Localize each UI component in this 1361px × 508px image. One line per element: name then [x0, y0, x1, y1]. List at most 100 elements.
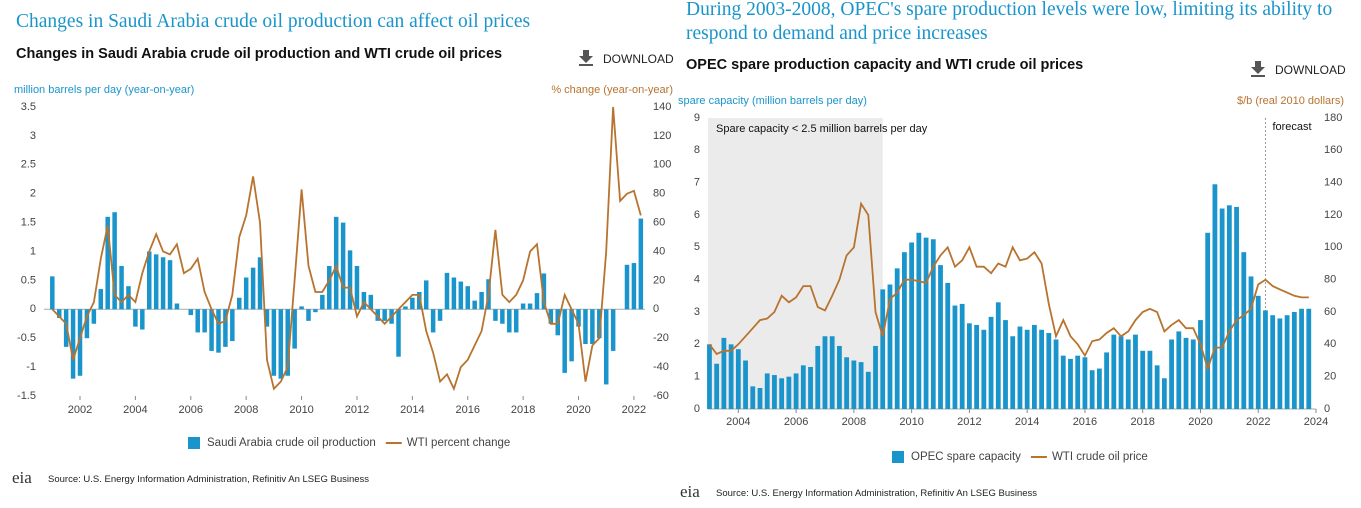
headline: Changes in Saudi Arabia crude oil produc…	[16, 11, 531, 32]
chart-title: OPEC spare production capacity and WTI c…	[686, 57, 1084, 73]
bar	[624, 264, 630, 310]
bar	[320, 294, 325, 310]
bar	[952, 305, 958, 409]
bar	[513, 309, 519, 333]
bar	[569, 309, 574, 362]
bar	[988, 316, 994, 409]
bar	[583, 309, 588, 344]
bar	[1147, 350, 1153, 409]
bar	[1133, 334, 1138, 409]
download-button[interactable]: DOWNLOAD	[1275, 63, 1346, 77]
bar	[1024, 329, 1030, 409]
bar	[858, 362, 864, 409]
bar	[1270, 315, 1276, 409]
bar	[930, 239, 936, 409]
bar	[974, 324, 980, 409]
bar	[1190, 339, 1196, 409]
bar	[126, 286, 131, 310]
bar	[368, 294, 374, 310]
bar	[610, 309, 616, 351]
legend-swatch	[892, 451, 904, 463]
bar	[1068, 358, 1073, 409]
eia-logo: eia	[680, 482, 700, 501]
bar	[472, 300, 477, 310]
download-bar[interactable]	[579, 64, 593, 66]
bar	[548, 309, 554, 324]
download-arrow[interactable]	[579, 50, 593, 63]
bar	[743, 360, 748, 409]
bar	[1255, 295, 1261, 409]
bar	[299, 306, 304, 310]
bar	[959, 303, 965, 409]
bar	[1219, 208, 1225, 409]
y-tick-label: 3	[30, 130, 36, 142]
y2-tick-label: 120	[653, 130, 671, 142]
bar	[822, 336, 828, 409]
y2-tick-label: 0	[1324, 403, 1330, 415]
legend-label: WTI percent change	[407, 437, 511, 449]
bar	[285, 309, 290, 376]
bar	[146, 251, 152, 310]
legend-label: Saudi Arabia crude oil production	[207, 437, 376, 449]
bar	[844, 357, 850, 409]
bar	[403, 306, 408, 310]
bar	[278, 309, 284, 379]
bar	[264, 309, 270, 327]
bar	[728, 344, 734, 409]
bar	[1118, 336, 1124, 409]
legend-swatch	[188, 437, 200, 449]
bar	[216, 309, 221, 353]
y-tick-label: -0.5	[17, 332, 36, 344]
annotation: forecast	[1272, 121, 1311, 133]
bar	[1010, 336, 1016, 409]
bar	[1277, 318, 1283, 409]
bar	[133, 309, 138, 327]
bar	[306, 309, 311, 321]
bar	[243, 277, 249, 310]
y2-tick-label: 100	[653, 159, 671, 171]
bar	[562, 309, 567, 373]
bar	[1205, 232, 1211, 409]
bar	[750, 386, 756, 409]
bar	[721, 337, 727, 409]
download-icon[interactable]	[579, 50, 1265, 77]
x-tick-label: 2018	[511, 404, 535, 416]
bar	[1104, 352, 1109, 409]
x-tick-label: 2004	[726, 416, 750, 428]
y2-axis-label: $/b (real 2010 dollars)	[1237, 95, 1344, 107]
bar	[597, 309, 602, 339]
x-tick-label: 2016	[1073, 416, 1097, 428]
bar	[786, 376, 792, 409]
y2-tick-label: 40	[1324, 338, 1336, 350]
bar	[1291, 312, 1297, 409]
bar	[77, 309, 83, 376]
bar	[1082, 357, 1088, 409]
y2-tick-label: 60	[1324, 306, 1336, 318]
bar	[98, 289, 104, 310]
bar	[851, 360, 857, 409]
bar	[417, 291, 422, 310]
x-tick-label: 2014	[1015, 416, 1039, 428]
bar	[437, 309, 443, 321]
y-tick-label: 1.5	[21, 217, 36, 229]
bar	[257, 257, 263, 310]
bar	[757, 387, 763, 409]
bar	[707, 344, 712, 409]
bar	[1003, 320, 1008, 409]
bar	[887, 284, 893, 409]
source: Source: U.S. Energy Information Administ…	[48, 474, 370, 485]
bar	[1299, 308, 1304, 409]
download-arrow[interactable]	[1251, 61, 1265, 74]
bar	[84, 309, 90, 339]
bar	[313, 309, 318, 313]
bar	[1263, 310, 1268, 409]
download-button[interactable]: DOWNLOAD	[603, 52, 674, 66]
bar	[527, 303, 533, 310]
bar	[105, 216, 110, 310]
bar	[500, 309, 505, 324]
x-tick-label: 2012	[957, 416, 981, 428]
y-tick-label: -1	[26, 361, 36, 373]
line	[708, 201, 1309, 372]
download-bar[interactable]	[1251, 75, 1265, 77]
